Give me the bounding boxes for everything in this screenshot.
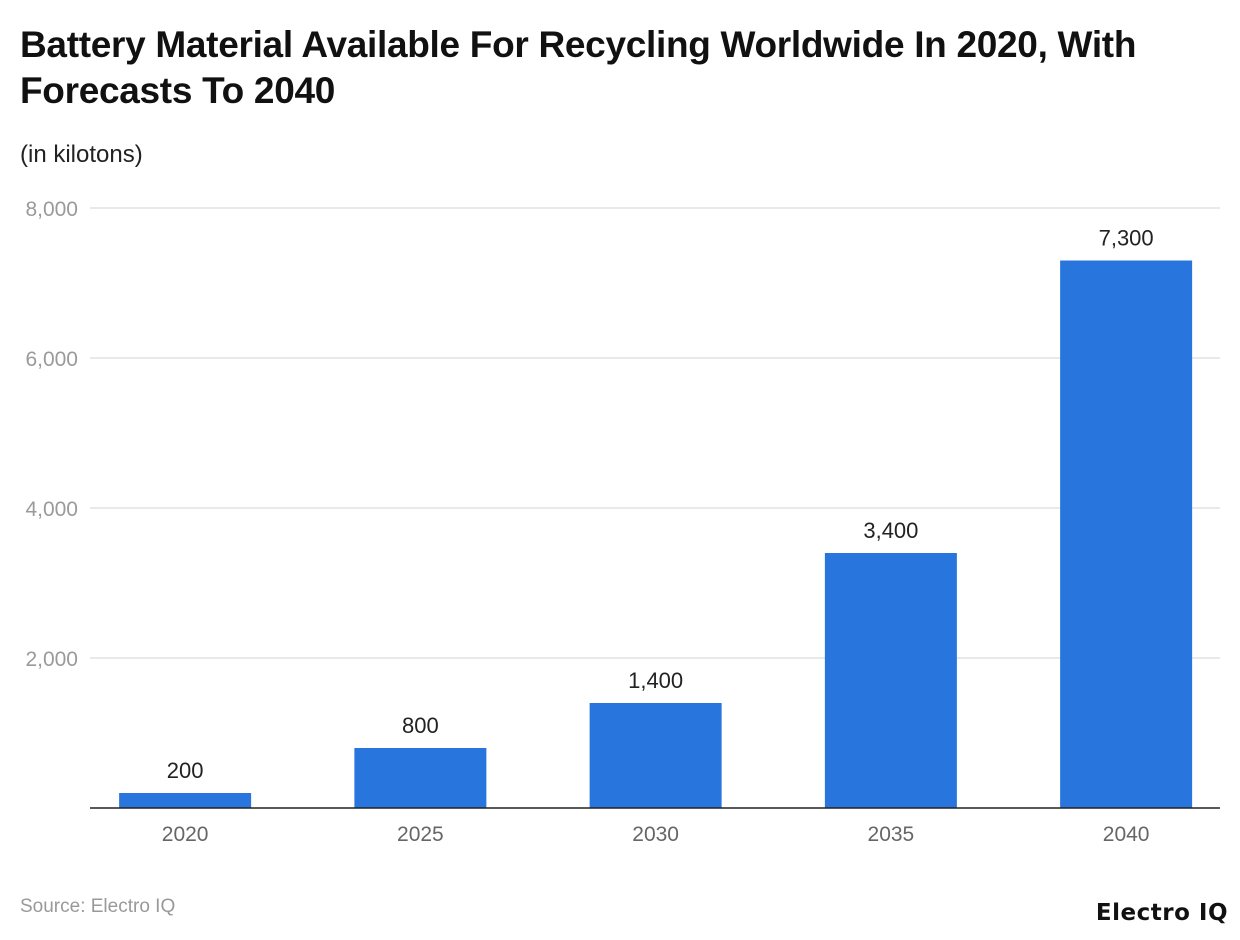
data-label: 800 bbox=[402, 713, 439, 738]
bar-2035 bbox=[824, 553, 957, 808]
chart-title: Battery Material Available For Recycling… bbox=[20, 24, 1137, 111]
data-label: 7,300 bbox=[1099, 226, 1154, 251]
electro-iq-logo: Electro IQ bbox=[1095, 900, 1228, 926]
data-label: 3,400 bbox=[863, 518, 918, 543]
data-label: 200 bbox=[167, 758, 204, 783]
x-tick-label: 2030 bbox=[632, 823, 679, 846]
bar-2020 bbox=[119, 793, 252, 808]
y-tick-label: 4,000 bbox=[25, 498, 78, 521]
y-tick-label: 8,000 bbox=[25, 198, 78, 221]
chart-subtitle: (in kilotons) bbox=[20, 141, 143, 168]
x-tick-label: 2040 bbox=[1103, 823, 1150, 846]
x-tick-label: 2035 bbox=[868, 823, 915, 846]
bar-2025 bbox=[354, 748, 487, 808]
source-note: Source: Electro IQ bbox=[20, 896, 176, 917]
bar-2040 bbox=[1060, 260, 1193, 808]
data-label: 1,400 bbox=[628, 668, 683, 693]
bar-2030 bbox=[589, 703, 722, 808]
x-tick-label: 2020 bbox=[162, 823, 209, 846]
y-tick-label: 2,000 bbox=[25, 648, 78, 671]
y-tick-label: 6,000 bbox=[25, 348, 78, 371]
x-tick-label: 2025 bbox=[397, 823, 444, 846]
